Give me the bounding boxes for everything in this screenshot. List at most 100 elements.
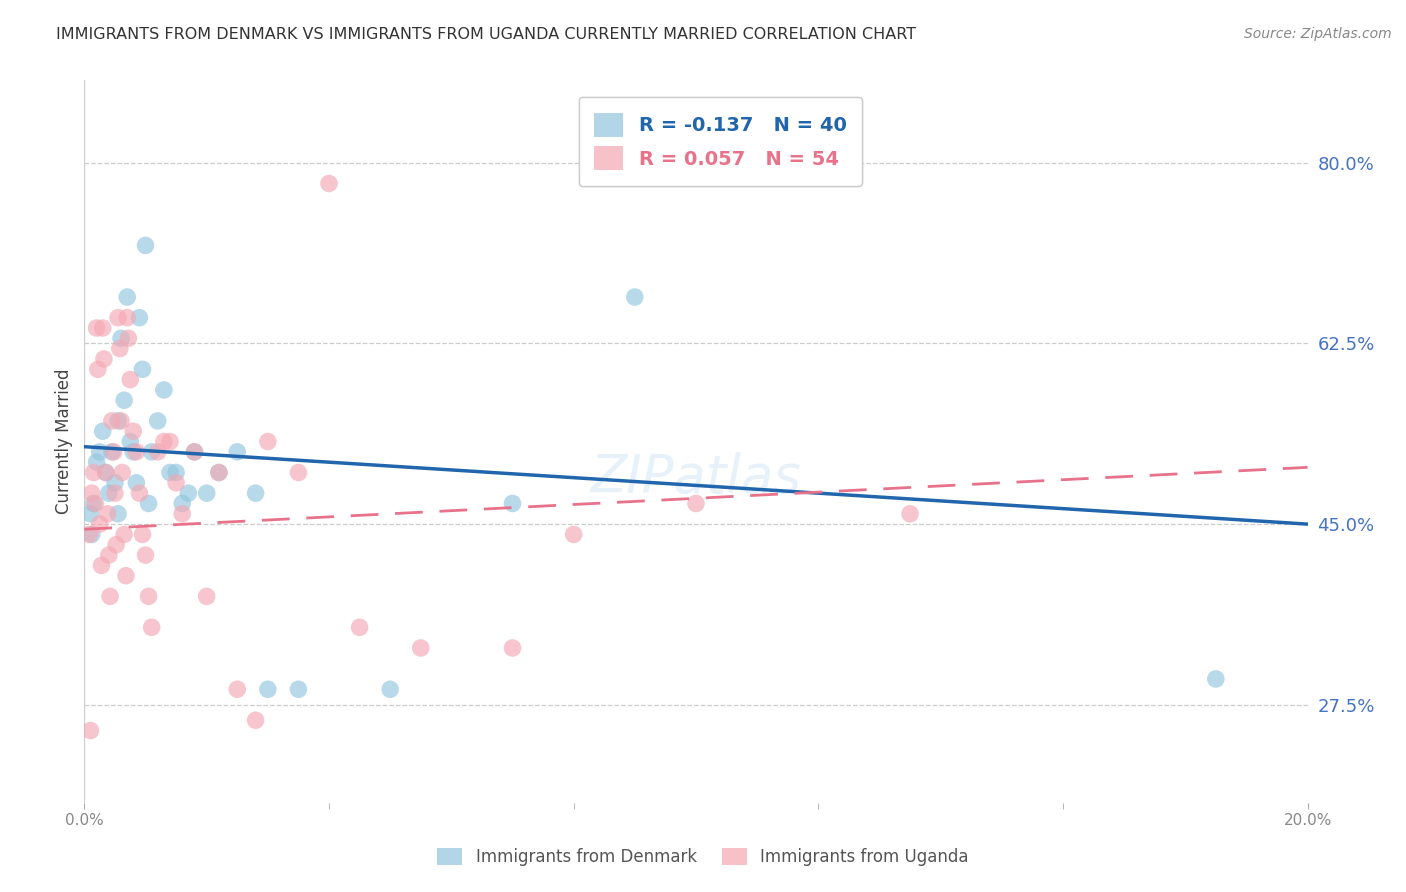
Point <box>107 310 129 325</box>
Point <box>98 590 121 604</box>
Point <box>112 393 135 408</box>
Point <box>105 538 128 552</box>
Point <box>165 475 187 490</box>
Point <box>159 466 181 480</box>
Point <box>685 496 707 510</box>
Point <box>120 373 142 387</box>
Point <box>80 486 103 500</box>
Point <box>138 496 160 510</box>
Point <box>107 507 129 521</box>
Point <box>120 434 142 449</box>
Point <box>502 496 524 510</box>
Point <box>141 620 163 634</box>
Point <box>195 486 218 500</box>
Point <box>135 238 157 252</box>
Point <box>97 486 120 500</box>
Point <box>104 475 127 490</box>
Point <box>257 434 280 449</box>
Point <box>80 527 103 541</box>
Point <box>131 362 153 376</box>
Point <box>159 434 181 449</box>
Point <box>115 310 138 325</box>
Y-axis label: Currently Married: Currently Married <box>55 368 73 515</box>
Point <box>104 486 127 500</box>
Legend: Immigrants from Denmark, Immigrants from Uganda: Immigrants from Denmark, Immigrants from… <box>429 840 977 875</box>
Point <box>257 682 280 697</box>
Point <box>110 331 132 345</box>
Point <box>83 496 105 510</box>
Point <box>195 590 218 604</box>
Point <box>172 496 194 510</box>
Point <box>138 590 160 604</box>
Point <box>86 455 108 469</box>
Point <box>84 496 107 510</box>
Point <box>135 548 157 562</box>
Point <box>83 466 105 480</box>
Point <box>117 331 139 345</box>
Point <box>131 527 153 541</box>
Point <box>89 517 111 532</box>
Point <box>87 362 110 376</box>
Text: ZIPatlas: ZIPatlas <box>591 451 801 504</box>
Point <box>380 682 402 697</box>
Point <box>208 466 231 480</box>
Point <box>122 424 145 438</box>
Point <box>165 466 187 480</box>
Point <box>318 177 340 191</box>
Point <box>226 682 249 697</box>
Point <box>287 682 309 697</box>
Point <box>146 445 169 459</box>
Point <box>86 321 108 335</box>
Point <box>409 640 432 655</box>
Point <box>1205 672 1227 686</box>
Point <box>108 342 131 356</box>
Point <box>898 507 921 521</box>
Point <box>125 475 148 490</box>
Point <box>245 713 267 727</box>
Point <box>146 414 169 428</box>
Text: Source: ZipAtlas.com: Source: ZipAtlas.com <box>1244 27 1392 41</box>
Point <box>93 351 115 366</box>
Point <box>245 486 267 500</box>
Point <box>122 445 145 459</box>
Point <box>128 486 150 500</box>
Point <box>172 507 194 521</box>
Point <box>89 445 111 459</box>
Point <box>77 527 100 541</box>
Point <box>91 321 114 335</box>
Point <box>141 445 163 459</box>
Point <box>101 414 124 428</box>
Point <box>502 640 524 655</box>
Point <box>94 466 117 480</box>
Point <box>79 507 101 521</box>
Point <box>177 486 200 500</box>
Point <box>101 445 124 459</box>
Point <box>112 527 135 541</box>
Legend: R = -0.137   N = 40, R = 0.057   N = 54: R = -0.137 N = 40, R = 0.057 N = 54 <box>579 97 862 186</box>
Point <box>115 568 138 582</box>
Point <box>624 290 647 304</box>
Point <box>153 434 176 449</box>
Point <box>111 466 134 480</box>
Point <box>97 507 120 521</box>
Point <box>115 290 138 304</box>
Point <box>91 424 114 438</box>
Point <box>562 527 585 541</box>
Point <box>183 445 205 459</box>
Point <box>125 445 148 459</box>
Point <box>103 445 125 459</box>
Point <box>349 620 371 634</box>
Point <box>97 548 120 562</box>
Point <box>183 445 205 459</box>
Point <box>107 414 129 428</box>
Point <box>94 466 117 480</box>
Point <box>128 310 150 325</box>
Text: IMMIGRANTS FROM DENMARK VS IMMIGRANTS FROM UGANDA CURRENTLY MARRIED CORRELATION : IMMIGRANTS FROM DENMARK VS IMMIGRANTS FR… <box>56 27 917 42</box>
Point <box>110 414 132 428</box>
Point <box>90 558 112 573</box>
Point <box>153 383 176 397</box>
Point <box>79 723 101 738</box>
Point <box>208 466 231 480</box>
Point <box>287 466 309 480</box>
Point <box>226 445 249 459</box>
